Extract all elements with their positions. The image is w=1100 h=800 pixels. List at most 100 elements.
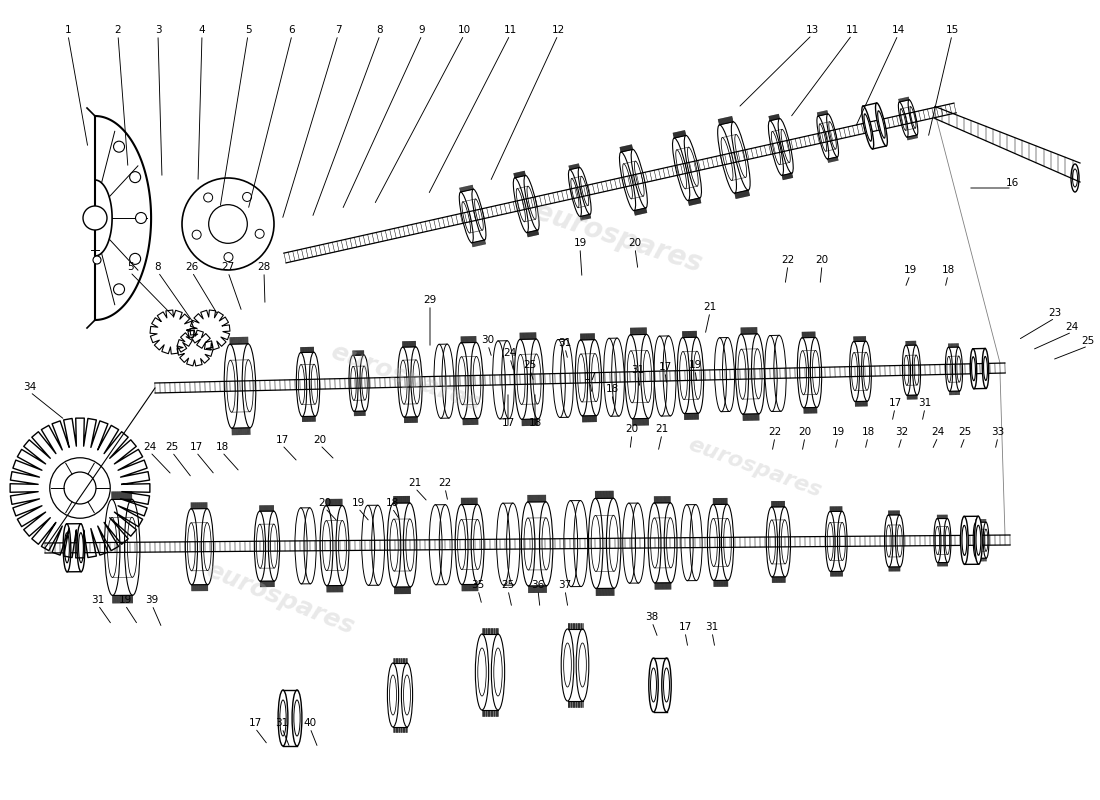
Ellipse shape (279, 700, 286, 736)
Text: 21: 21 (703, 302, 716, 312)
Text: 22: 22 (439, 478, 452, 488)
Circle shape (204, 193, 212, 202)
Circle shape (94, 256, 101, 264)
Text: 36: 36 (531, 580, 544, 590)
Text: 11: 11 (504, 25, 517, 35)
Text: eurospares: eurospares (327, 340, 483, 416)
Text: 20: 20 (314, 435, 327, 445)
Text: 17: 17 (189, 442, 202, 452)
Text: 20: 20 (815, 255, 828, 265)
Text: 31: 31 (918, 398, 932, 408)
Ellipse shape (864, 114, 871, 141)
Text: 18: 18 (216, 442, 229, 452)
Ellipse shape (278, 690, 288, 746)
Ellipse shape (960, 516, 968, 564)
Ellipse shape (971, 357, 976, 381)
Text: 12: 12 (551, 25, 564, 35)
Text: 18: 18 (528, 418, 541, 428)
Text: 26: 26 (186, 262, 199, 272)
Ellipse shape (862, 106, 873, 149)
Text: 39: 39 (145, 595, 158, 605)
Text: 31: 31 (275, 718, 288, 728)
Text: 34: 34 (23, 382, 36, 392)
Text: 24: 24 (932, 427, 945, 437)
Circle shape (192, 230, 201, 239)
Text: 1: 1 (65, 25, 72, 35)
Ellipse shape (294, 700, 300, 736)
Text: 27: 27 (221, 262, 234, 272)
Ellipse shape (65, 533, 69, 563)
Text: 2: 2 (114, 25, 121, 35)
Text: 5: 5 (126, 262, 133, 272)
Text: 17: 17 (889, 398, 902, 408)
Text: 21: 21 (408, 478, 421, 488)
Text: 18: 18 (605, 384, 618, 394)
Text: 28: 28 (257, 262, 271, 272)
Text: 23: 23 (1048, 308, 1062, 318)
Circle shape (82, 206, 107, 230)
Text: 24: 24 (143, 442, 156, 452)
Text: 18: 18 (861, 427, 875, 437)
Ellipse shape (78, 533, 84, 562)
Text: 25: 25 (502, 580, 515, 590)
Text: 18: 18 (942, 265, 955, 275)
Text: 22: 22 (781, 255, 794, 265)
Text: 17: 17 (502, 418, 515, 428)
Circle shape (224, 253, 233, 262)
Ellipse shape (970, 349, 977, 389)
Text: 31: 31 (705, 622, 718, 632)
Text: 17: 17 (659, 362, 672, 372)
Text: 8: 8 (155, 262, 162, 272)
Text: 8: 8 (376, 25, 383, 35)
Ellipse shape (663, 668, 670, 702)
Text: 40: 40 (304, 718, 317, 728)
Ellipse shape (962, 526, 967, 555)
Text: eurospares: eurospares (685, 434, 825, 502)
Text: 7: 7 (334, 25, 341, 35)
Text: 35: 35 (472, 580, 485, 590)
Circle shape (130, 172, 141, 182)
Ellipse shape (293, 690, 301, 746)
Text: 20: 20 (628, 238, 641, 248)
Ellipse shape (983, 357, 988, 381)
Text: 21: 21 (656, 424, 669, 434)
Circle shape (255, 230, 264, 238)
Circle shape (243, 193, 252, 202)
Text: 15: 15 (945, 25, 958, 35)
Ellipse shape (63, 524, 70, 572)
Text: 19: 19 (903, 265, 916, 275)
Ellipse shape (77, 524, 85, 572)
Text: 38: 38 (646, 612, 659, 622)
Text: 29: 29 (424, 295, 437, 305)
Text: eurospares: eurospares (530, 198, 706, 278)
Text: 32: 32 (895, 427, 909, 437)
Text: 19: 19 (832, 427, 845, 437)
Ellipse shape (878, 111, 886, 138)
Text: 19: 19 (351, 498, 364, 508)
Ellipse shape (975, 516, 982, 564)
Text: 25: 25 (958, 427, 971, 437)
Text: 25: 25 (524, 360, 537, 370)
Text: 25: 25 (165, 442, 178, 452)
Ellipse shape (976, 526, 981, 555)
Text: 6: 6 (288, 25, 295, 35)
Text: 5: 5 (244, 25, 251, 35)
Ellipse shape (662, 658, 671, 712)
Text: 20: 20 (318, 498, 331, 508)
Text: 19: 19 (573, 238, 586, 248)
Text: 37: 37 (559, 580, 572, 590)
Text: 19: 19 (689, 360, 702, 370)
Ellipse shape (649, 658, 658, 712)
Text: 9: 9 (419, 25, 426, 35)
Ellipse shape (650, 668, 657, 702)
Text: 24: 24 (1066, 322, 1079, 332)
Text: 10: 10 (458, 25, 471, 35)
Text: eurospares: eurospares (202, 558, 358, 638)
Circle shape (113, 141, 124, 152)
Circle shape (113, 284, 124, 295)
Text: 17: 17 (679, 622, 692, 632)
Text: 33: 33 (991, 427, 1004, 437)
Text: 17: 17 (249, 718, 262, 728)
Text: 31: 31 (559, 338, 572, 348)
Circle shape (130, 254, 141, 264)
